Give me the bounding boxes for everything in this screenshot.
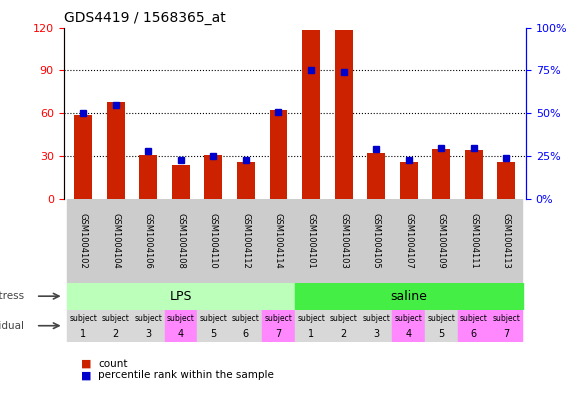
Text: individual: individual: [0, 321, 24, 331]
Text: ■: ■: [81, 358, 91, 369]
Text: 5: 5: [438, 329, 444, 339]
Bar: [400, 162, 418, 199]
Text: subject: subject: [199, 314, 227, 323]
Bar: [392, 310, 425, 342]
Text: subject: subject: [362, 314, 390, 323]
Text: subject: subject: [265, 314, 292, 323]
Text: 1: 1: [308, 329, 314, 339]
Bar: [458, 310, 490, 342]
Text: subject: subject: [297, 314, 325, 323]
Text: GSM1004101: GSM1004101: [306, 213, 316, 269]
Bar: [425, 310, 458, 342]
Bar: [327, 199, 360, 283]
Text: GSM1004106: GSM1004106: [144, 213, 153, 269]
Text: subject: subject: [102, 314, 129, 323]
Text: LPS: LPS: [169, 290, 192, 303]
Text: GSM1004104: GSM1004104: [111, 213, 120, 269]
Text: percentile rank within the sample: percentile rank within the sample: [98, 370, 274, 380]
Bar: [165, 310, 197, 342]
Bar: [229, 310, 262, 342]
Bar: [458, 199, 490, 283]
Text: saline: saline: [390, 290, 427, 303]
Text: GDS4419 / 1568365_at: GDS4419 / 1568365_at: [64, 11, 225, 25]
Bar: [132, 199, 165, 283]
Bar: [295, 199, 327, 283]
Bar: [197, 310, 229, 342]
Text: GSM1004109: GSM1004109: [437, 213, 446, 269]
Bar: [229, 199, 262, 283]
Bar: [139, 155, 157, 199]
Text: GSM1004110: GSM1004110: [209, 213, 218, 269]
Text: GSM1004107: GSM1004107: [404, 213, 413, 269]
Text: GSM1004108: GSM1004108: [176, 213, 186, 269]
Text: subject: subject: [427, 314, 455, 323]
Text: count: count: [98, 358, 128, 369]
Text: 4: 4: [178, 329, 184, 339]
Text: stress: stress: [0, 291, 24, 301]
Text: subject: subject: [492, 314, 520, 323]
Text: GSM1004113: GSM1004113: [502, 213, 511, 269]
Bar: [360, 310, 392, 342]
Bar: [392, 199, 425, 283]
Bar: [262, 310, 295, 342]
Bar: [498, 162, 516, 199]
Text: 3: 3: [145, 329, 151, 339]
Bar: [360, 199, 392, 283]
Bar: [302, 30, 320, 199]
Bar: [262, 199, 295, 283]
Text: subject: subject: [395, 314, 423, 323]
Bar: [197, 199, 229, 283]
Text: 2: 2: [113, 329, 119, 339]
Bar: [67, 310, 99, 342]
Text: 3: 3: [373, 329, 379, 339]
Bar: [295, 310, 327, 342]
Bar: [335, 30, 353, 199]
Text: 4: 4: [406, 329, 412, 339]
Bar: [165, 199, 197, 283]
Bar: [67, 199, 99, 283]
Bar: [425, 199, 458, 283]
Bar: [327, 310, 360, 342]
Text: 7: 7: [503, 329, 510, 339]
Bar: [67, 283, 295, 309]
Text: ■: ■: [81, 370, 91, 380]
Text: 6: 6: [471, 329, 477, 339]
Bar: [490, 310, 523, 342]
Bar: [132, 310, 165, 342]
Bar: [172, 165, 190, 199]
Bar: [465, 151, 483, 199]
Text: GSM1004114: GSM1004114: [274, 213, 283, 269]
Bar: [237, 162, 255, 199]
Text: GSM1004111: GSM1004111: [469, 213, 479, 269]
Text: subject: subject: [167, 314, 195, 323]
Bar: [74, 115, 92, 199]
Text: subject: subject: [232, 314, 260, 323]
Text: GSM1004105: GSM1004105: [372, 213, 381, 269]
Text: 7: 7: [275, 329, 281, 339]
Bar: [269, 110, 287, 199]
Bar: [99, 199, 132, 283]
Bar: [490, 199, 523, 283]
Text: 5: 5: [210, 329, 217, 339]
Text: subject: subject: [460, 314, 488, 323]
Text: GSM1004112: GSM1004112: [242, 213, 250, 269]
Bar: [99, 310, 132, 342]
Bar: [367, 153, 385, 199]
Bar: [432, 149, 450, 199]
Bar: [295, 283, 523, 309]
Bar: [205, 155, 223, 199]
Text: subject: subject: [329, 314, 358, 323]
Text: 6: 6: [243, 329, 249, 339]
Text: subject: subject: [69, 314, 97, 323]
Text: subject: subject: [134, 314, 162, 323]
Text: 1: 1: [80, 329, 86, 339]
Bar: [107, 102, 125, 199]
Text: GSM1004102: GSM1004102: [79, 213, 88, 269]
Text: GSM1004103: GSM1004103: [339, 213, 348, 269]
Text: 2: 2: [340, 329, 347, 339]
